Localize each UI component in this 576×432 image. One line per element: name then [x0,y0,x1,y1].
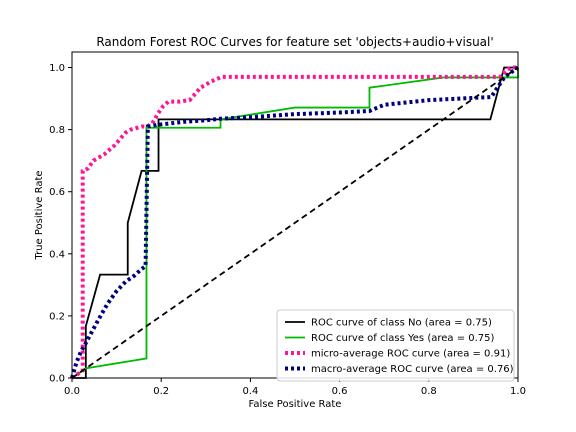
legend-entry: micro-average ROC curve (area = 0.91) [311,349,510,360]
legend: ROC curve of class No (area = 0.75) ROC c… [277,310,514,381]
x-tick-label: 0.8 [421,386,437,397]
y-tick-label: 0.8 [49,125,65,136]
y-axis-label: True Positive Rate [34,170,45,260]
x-tick-label: 0.4 [242,386,258,397]
y-tick-label: 0.6 [49,187,65,198]
y-tick-label: 0.0 [49,374,65,385]
x-tick-label: 1.0 [510,386,526,397]
legend-entry: ROC curve of class No (area = 0.75) [311,318,492,329]
legend-entry: ROC curve of class Yes (area = 0.75) [311,333,495,344]
y-tick-label: 0.2 [49,311,65,322]
y-tick-label: 1.0 [49,63,65,74]
chart-title: Random Forest ROC Curves for feature set… [96,35,493,49]
x-tick-label: 0.0 [64,386,80,397]
x-tick-label: 0.2 [153,386,169,397]
legend-entry: macro-average ROC curve (area = 0.76) [311,364,514,375]
x-tick-label: 0.6 [332,386,348,397]
x-axis-label: False Positive Rate [249,399,342,410]
y-tick-label: 0.4 [49,249,65,260]
